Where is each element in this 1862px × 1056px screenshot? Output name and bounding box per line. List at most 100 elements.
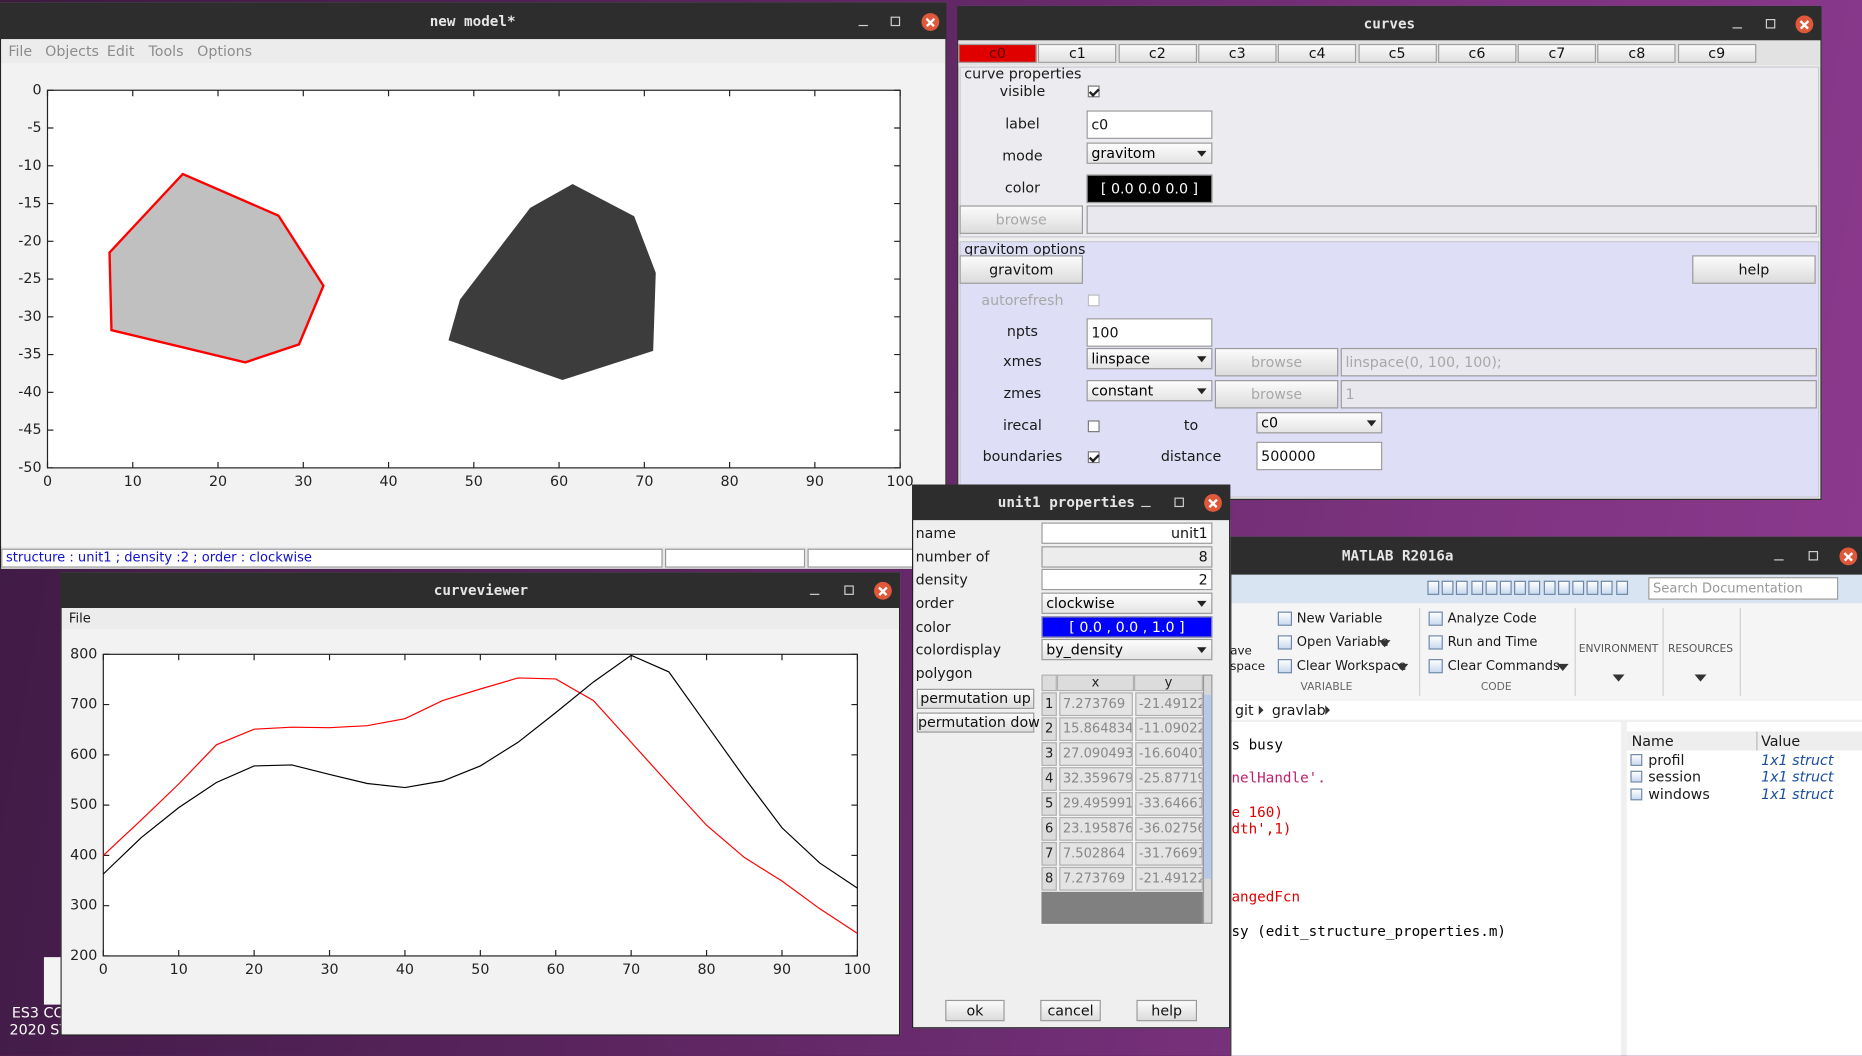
permutation-down-button[interactable]: permutation down (916, 712, 1049, 733)
toolbar-icon[interactable] (1499, 580, 1512, 595)
dropdown-arrow[interactable] (1612, 674, 1625, 682)
xmes-expression[interactable]: linspace(0, 100, 100); (1340, 347, 1817, 377)
toolbar-icon[interactable] (1586, 580, 1599, 595)
table-cell[interactable]: 7.502864 (1059, 841, 1133, 866)
toolbar-icon[interactable] (1543, 580, 1556, 595)
toolstrip-button[interactable]: Run and Time (1447, 634, 1538, 650)
npts-input[interactable]: 100 (1086, 318, 1213, 347)
boundaries-checkbox[interactable] (1087, 451, 1100, 464)
variable-value[interactable]: 1x1 struct (1761, 768, 1834, 785)
curve-tab[interactable]: c2 (1118, 43, 1197, 63)
curve-tab[interactable]: c8 (1597, 43, 1677, 63)
maximize-button[interactable] (890, 16, 901, 26)
toolbar-icon[interactable] (1427, 580, 1440, 595)
browse-button[interactable]: browse (1214, 347, 1339, 377)
table-cell[interactable]: 29.495991 (1059, 792, 1133, 816)
property-field[interactable]: by_density (1041, 638, 1213, 661)
row-index[interactable]: 1 (1041, 692, 1057, 717)
menu-item[interactable]: File (8, 42, 33, 60)
table-cell[interactable]: -11.09022 (1135, 717, 1203, 741)
table-cell[interactable]: 15.864834 (1059, 717, 1133, 741)
curve-tab[interactable]: c0 (958, 43, 1037, 63)
minimize-button[interactable] (1774, 559, 1784, 561)
toolstrip-button[interactable]: Clear Commands (1447, 657, 1560, 674)
table-cell[interactable]: -33.64661 (1135, 792, 1203, 816)
close-button[interactable] (1795, 14, 1814, 33)
curve-tab[interactable]: c9 (1677, 43, 1756, 63)
curve-tab[interactable]: c6 (1437, 43, 1517, 63)
column-header[interactable]: Name (1631, 732, 1674, 750)
property-field[interactable]: clockwise (1041, 592, 1213, 614)
curve-tab[interactable]: c5 (1357, 43, 1437, 63)
column-header[interactable]: Value (1761, 732, 1801, 750)
toolstrip-button[interactable]: Clear Workspace (1296, 657, 1407, 674)
row-index[interactable]: 7 (1041, 841, 1057, 866)
to-dropdown[interactable]: c0 (1256, 412, 1383, 434)
variable-value[interactable]: 1x1 struct (1761, 786, 1834, 803)
ok-button[interactable]: ok (945, 999, 1005, 1022)
distance-input[interactable]: 500000 (1256, 441, 1383, 471)
cancel-button[interactable]: cancel (1040, 999, 1101, 1022)
variable-name[interactable]: session (1648, 768, 1702, 785)
browse-path[interactable] (1086, 205, 1817, 234)
irecal-checkbox[interactable] (1087, 420, 1100, 433)
menu-item[interactable]: Options (197, 42, 253, 60)
color-field[interactable]: [ 0.0 0.0 0.0 ] (1086, 174, 1213, 204)
toolbar-icon[interactable] (1572, 580, 1585, 595)
table-cell[interactable]: -36.02756 (1135, 817, 1203, 841)
browse-button[interactable]: browse (959, 205, 1083, 234)
row-index[interactable]: 2 (1041, 717, 1057, 741)
table-cell[interactable]: 27.090493 (1059, 742, 1133, 766)
row-index[interactable]: 3 (1041, 742, 1057, 766)
table-cell[interactable]: 32.359679 (1059, 767, 1133, 791)
maximize-button[interactable] (844, 585, 854, 595)
property-field[interactable]: unit1 (1041, 522, 1213, 544)
close-button[interactable] (921, 12, 940, 31)
permutation-up-button[interactable]: permutation up (916, 688, 1035, 709)
table-cell[interactable]: 23.195876 (1059, 817, 1133, 841)
curve-tab[interactable]: c7 (1517, 43, 1597, 63)
menu-item[interactable]: Objects (45, 42, 99, 60)
zmes-dropdown[interactable]: constant (1086, 380, 1213, 402)
curve-tab[interactable]: c1 (1038, 43, 1117, 63)
toolstrip-button[interactable]: New Variable (1296, 610, 1383, 626)
toolbar-icon[interactable] (1441, 580, 1454, 595)
minimize-button[interactable] (1141, 505, 1151, 508)
variable-name[interactable]: profil (1648, 751, 1685, 769)
label-input[interactable]: c0 (1086, 110, 1213, 139)
toolbar-icon[interactable] (1528, 580, 1541, 595)
toolbar-icon[interactable] (1615, 580, 1628, 595)
toolstrip-group[interactable]: ENVIRONMENT (1578, 643, 1659, 656)
help-button[interactable]: help (1692, 255, 1816, 284)
menu-item[interactable]: File (68, 610, 91, 626)
toolbar-icon[interactable] (1557, 580, 1570, 595)
toolstrip-button[interactable]: Analyze Code (1447, 610, 1537, 626)
table-cell[interactable]: -16.60401 (1135, 742, 1203, 766)
curve-tab[interactable]: c3 (1198, 43, 1277, 63)
zmes-expression[interactable]: 1 (1340, 380, 1817, 409)
table-cell[interactable]: 7.273769 (1059, 866, 1133, 891)
menu-item[interactable]: Tools (148, 42, 184, 60)
row-index[interactable]: 5 (1041, 792, 1057, 816)
property-field[interactable]: 2 (1041, 568, 1213, 591)
property-field[interactable]: 8 (1041, 546, 1213, 568)
minimize-button[interactable] (1732, 26, 1743, 28)
close-button[interactable] (1839, 547, 1858, 566)
variable-value[interactable]: 1x1 struct (1761, 751, 1834, 769)
curve-tab[interactable]: c4 (1277, 43, 1357, 63)
close-button[interactable] (1204, 494, 1222, 512)
gravitom-button[interactable]: gravitom (959, 255, 1083, 284)
row-index[interactable]: 6 (1041, 817, 1057, 841)
mode-dropdown[interactable]: gravitom (1086, 142, 1213, 164)
browse-button[interactable]: browse (1214, 380, 1339, 409)
autorefresh-checkbox[interactable] (1087, 294, 1100, 307)
maximize-button[interactable] (1174, 497, 1184, 508)
table-cell[interactable]: -21.49122 (1135, 866, 1203, 891)
table-cell[interactable]: -21.49122 (1135, 692, 1203, 717)
help-button[interactable]: help (1136, 999, 1197, 1022)
menu-item[interactable]: Edit (106, 42, 135, 60)
toolbar-icon[interactable] (1456, 580, 1469, 595)
property-field[interactable]: [ 0.0 , 0.0 , 1.0 ] (1041, 616, 1213, 638)
close-button[interactable] (874, 581, 892, 600)
toolbar-icon[interactable] (1470, 580, 1483, 595)
